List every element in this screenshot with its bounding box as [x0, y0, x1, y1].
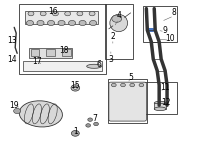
Circle shape [40, 11, 46, 16]
Text: 10: 10 [165, 34, 175, 43]
Circle shape [112, 15, 122, 22]
Bar [154, 103, 166, 109]
Ellipse shape [19, 101, 62, 127]
Circle shape [79, 20, 86, 26]
Ellipse shape [110, 14, 128, 32]
Text: 2: 2 [110, 31, 115, 41]
Bar [105, 4, 133, 59]
Text: 15: 15 [71, 81, 80, 90]
Text: 1: 1 [73, 127, 78, 136]
Bar [108, 79, 147, 123]
Circle shape [71, 85, 80, 91]
Circle shape [28, 11, 34, 16]
Ellipse shape [154, 107, 166, 111]
Circle shape [139, 83, 144, 87]
Text: 16: 16 [48, 7, 57, 16]
Text: 11: 11 [160, 83, 170, 92]
Circle shape [71, 131, 79, 136]
Bar [25, 11, 98, 24]
Circle shape [47, 20, 55, 26]
Circle shape [94, 122, 98, 126]
Circle shape [65, 11, 71, 16]
Text: 18: 18 [59, 46, 68, 55]
Bar [19, 4, 106, 74]
Circle shape [86, 124, 91, 127]
Text: 19: 19 [9, 101, 19, 110]
Bar [62, 49, 71, 56]
Circle shape [52, 11, 58, 16]
FancyBboxPatch shape [109, 82, 146, 121]
Text: 9: 9 [163, 26, 168, 35]
Circle shape [73, 86, 77, 89]
Circle shape [88, 118, 93, 121]
Circle shape [26, 20, 34, 26]
Circle shape [130, 83, 135, 87]
Text: 5: 5 [128, 73, 133, 82]
Circle shape [90, 20, 97, 26]
Bar [148, 28, 153, 31]
Bar [31, 49, 39, 56]
Text: 7: 7 [93, 114, 98, 123]
Circle shape [121, 83, 125, 87]
Text: 3: 3 [108, 55, 113, 64]
Bar [143, 82, 177, 114]
Circle shape [77, 11, 83, 16]
Circle shape [89, 11, 95, 16]
Bar [143, 6, 177, 42]
Text: 4: 4 [116, 11, 121, 20]
Circle shape [14, 108, 21, 114]
Circle shape [37, 20, 44, 26]
Text: 8: 8 [172, 8, 176, 17]
Text: 13: 13 [7, 36, 17, 45]
Text: 17: 17 [32, 57, 42, 66]
Text: 12: 12 [161, 98, 171, 107]
Circle shape [69, 20, 76, 26]
Circle shape [111, 83, 116, 87]
Bar [23, 61, 102, 71]
Text: 6: 6 [97, 60, 101, 69]
Bar [46, 49, 55, 56]
Text: 14: 14 [7, 55, 17, 64]
Ellipse shape [154, 101, 166, 105]
Ellipse shape [87, 64, 101, 68]
Bar [29, 47, 72, 58]
Circle shape [58, 20, 65, 26]
